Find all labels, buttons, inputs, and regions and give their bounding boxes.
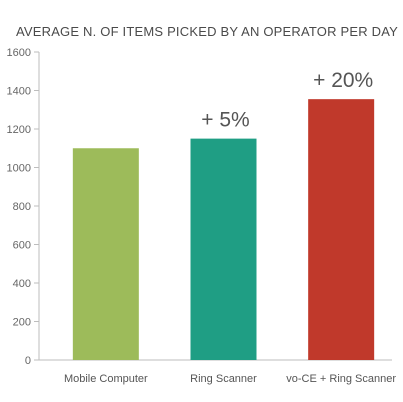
y-tick-label: 1200	[7, 124, 31, 136]
y-tick-label: 1600	[7, 47, 31, 59]
y-tick-label: 1400	[7, 86, 31, 98]
bar-annotation: + 20%	[313, 69, 373, 92]
bar-ring-scanner	[190, 138, 257, 360]
bar-mobile-computer	[72, 148, 139, 360]
y-tick-label: 1000	[7, 163, 31, 175]
y-tick-label: 200	[13, 317, 31, 329]
bars	[72, 99, 375, 360]
y-tick-label: 600	[13, 240, 31, 252]
y-axis-ticks: 0 200 400 600 800 1000 1200 1400 1600	[7, 47, 39, 367]
bar-annotation: + 5%	[201, 109, 249, 132]
bar-annotations: + 5% + 20%	[201, 69, 373, 131]
y-tick-label: 800	[13, 201, 31, 213]
category-labels: Mobile Computer Ring Scanner vo-CE + Ring …	[64, 373, 396, 385]
bar-vo-ce-ring-scanner	[308, 99, 375, 360]
category-label: vo-CE + Ring Scanner	[286, 373, 396, 385]
y-tick-label: 400	[13, 278, 31, 290]
chart-title: AVERAGE N. OF ITEMS PICKED BY AN OPERATO…	[16, 24, 398, 39]
y-tick-label: 0	[25, 355, 31, 367]
category-label: Ring Scanner	[190, 373, 257, 385]
category-label: Mobile Computer	[64, 373, 148, 385]
